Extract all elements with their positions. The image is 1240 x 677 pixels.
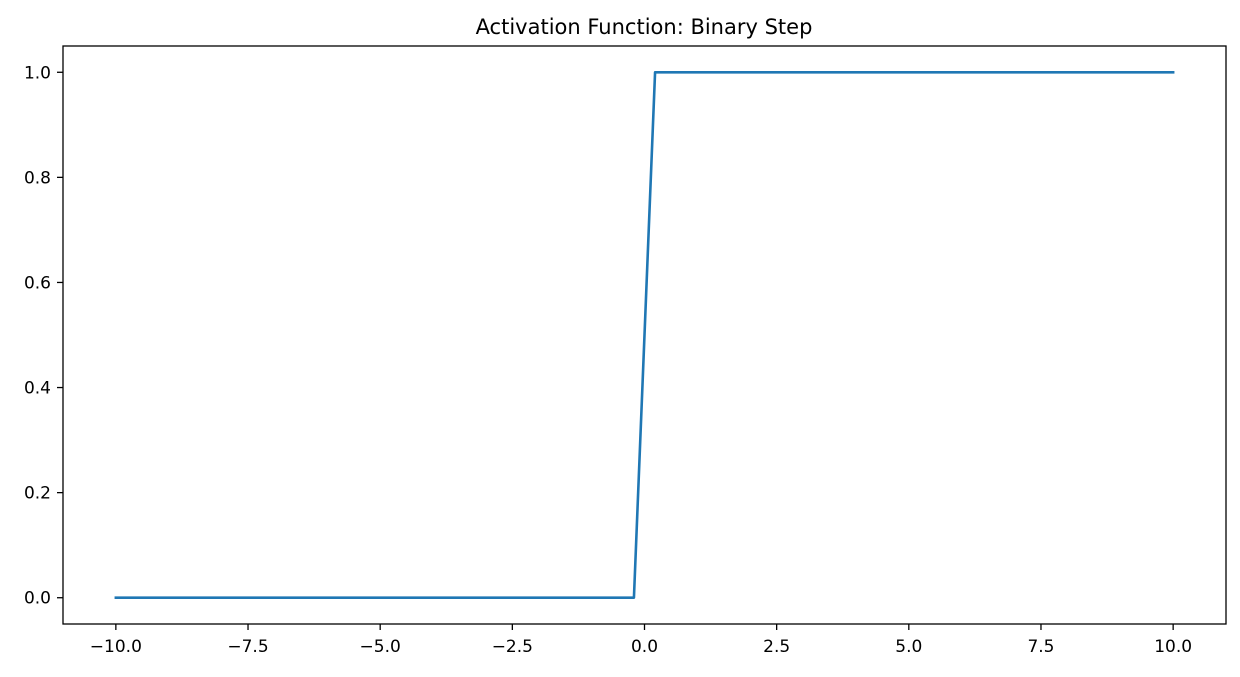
x-tick-label: −5.0 (360, 637, 401, 657)
plot-area: −10.0 −7.5 −5.0 −2.5 0.0 2.5 5.0 7.5 10.0 0.0 0.2 0… (24, 45, 1227, 657)
chart-title: Activation Function: Binary Step (476, 15, 813, 39)
y-tick-label: 0.0 (24, 589, 51, 609)
y-tick-label: 0.2 (24, 484, 51, 504)
x-tick-label: 10.0 (1154, 637, 1192, 657)
x-tick-label: −7.5 (227, 637, 268, 657)
x-tick-label: 5.0 (895, 637, 922, 657)
y-tick-label: 0.4 (24, 379, 51, 399)
x-tick-label: −10.0 (90, 637, 142, 657)
x-tick-label: 2.5 (763, 637, 790, 657)
y-tick-label: 1.0 (24, 63, 51, 83)
y-tick-label: 0.6 (24, 273, 51, 293)
x-tick-label: 0.0 (631, 637, 658, 657)
x-tick-label: −2.5 (492, 637, 533, 657)
y-tick-label: 0.8 (24, 168, 51, 188)
series-line-0 (114, 70, 1175, 600)
x-tick-label: 7.5 (1027, 637, 1054, 657)
